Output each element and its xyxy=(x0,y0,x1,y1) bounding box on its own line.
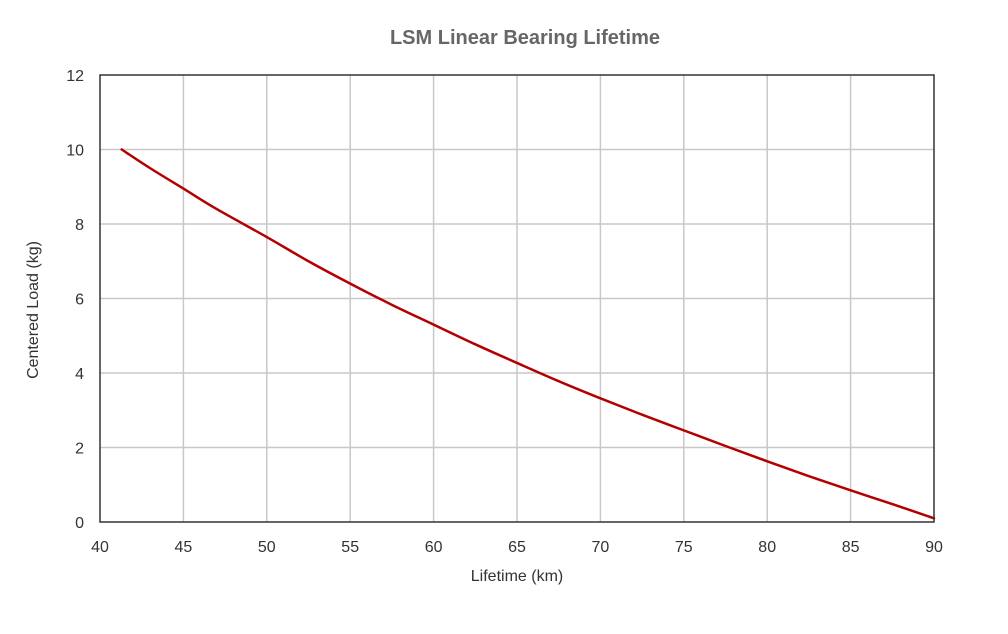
x-tick-label: 40 xyxy=(91,539,109,556)
plot-frame xyxy=(99,74,935,523)
y-tick-label: 10 xyxy=(66,143,84,160)
x-tick-label: 75 xyxy=(675,539,693,556)
x-tick-label: 90 xyxy=(925,539,943,556)
y-tick-label: 2 xyxy=(75,441,84,458)
x-axis-ticks: 40 45 50 55 60 65 70 75 80 85 90 xyxy=(91,539,943,556)
x-axis-label: Lifetime (km) xyxy=(471,568,563,585)
x-tick-label: 50 xyxy=(258,539,276,556)
series-layer xyxy=(120,148,936,520)
chart-title: LSM Linear Bearing Lifetime xyxy=(390,27,660,49)
y-axis-ticks: 0 2 4 6 8 10 12 xyxy=(66,68,84,532)
y-tick-label: 0 xyxy=(75,515,84,532)
x-tick-label: 60 xyxy=(425,539,443,556)
x-tick-label: 85 xyxy=(842,539,860,556)
x-tick-label: 65 xyxy=(508,539,526,556)
y-tick-label: 6 xyxy=(75,292,84,309)
x-tick-label: 55 xyxy=(341,539,359,556)
x-tick-label: 80 xyxy=(758,539,776,556)
y-tick-label: 4 xyxy=(75,366,84,383)
x-tick-label: 70 xyxy=(592,539,610,556)
y-axis-label: Centered Load (kg) xyxy=(25,241,42,379)
series-line-0 xyxy=(120,148,936,520)
x-tick-label: 45 xyxy=(175,539,193,556)
y-tick-label: 12 xyxy=(66,68,84,85)
grid-lines xyxy=(100,75,934,522)
y-tick-label: 8 xyxy=(75,217,84,234)
